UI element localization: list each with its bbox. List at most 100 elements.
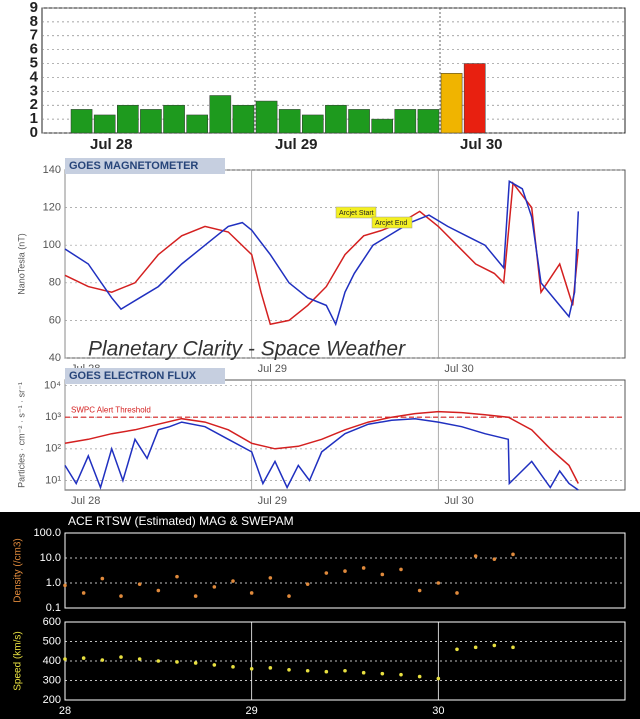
data-point [268,576,273,580]
y-axis-label: NanoTesla (nT) [16,233,26,295]
data-point [212,585,217,589]
data-point [81,656,86,660]
data-point [343,668,347,673]
data-point [343,569,347,573]
x-tick-label: 30 [432,705,444,717]
y-axis-label: Particles · cm⁻² · s⁻¹ · sr⁻¹ [16,382,26,488]
y-tick-label: 3 [30,82,38,99]
data-point [417,588,422,593]
bar [255,100,278,134]
y-tick-label: 200 [43,694,61,706]
data-point [63,583,67,588]
data-point [473,645,478,650]
bar [186,114,208,134]
bar [394,109,417,134]
data-point [156,659,161,663]
y-tick-label: 7 [30,27,38,44]
y-tick-label: 140 [43,164,61,176]
data-point [380,671,385,676]
bar [278,109,301,134]
y-tick-label: 10¹ [45,474,61,486]
data-point [417,674,422,679]
y-tick-label: 2 [30,96,38,113]
x-tick-label: 28 [59,705,71,717]
y-tick-label: 10³ [45,411,61,423]
bar [232,104,255,134]
data-point [492,643,497,648]
bar [440,73,463,134]
data-point [119,594,123,598]
data-point [511,552,515,557]
data-point [100,576,105,581]
data-point [305,668,310,673]
data-point [137,582,142,586]
series-line [64,180,580,327]
data-point [455,647,459,652]
x-tick-label: Jul 29 [275,136,318,153]
y-axis-label: Speed (km/s) [13,631,24,690]
y-tick-label: 9 [30,0,38,16]
x-tick-label: Jul 28 [90,136,133,153]
y-tick-label: 40 [49,352,61,364]
bar [93,114,116,134]
bar [302,114,324,134]
bar [371,118,393,134]
x-tick-label: Jul 28 [71,495,100,507]
x-tick-label: Jul 29 [258,495,287,507]
data-point [249,667,254,671]
x-tick-label: 29 [246,705,258,717]
y-tick-label: 1 [30,110,38,127]
bar [463,63,486,134]
data-point [436,676,441,681]
y-tick-label: 1.0 [46,577,61,589]
annotation: Arcjet End [375,220,407,227]
y-tick-label: 8 [30,13,38,30]
data-point [175,660,179,664]
data-point [193,594,198,598]
title-box [65,368,225,384]
bar [117,104,139,134]
y-tick-label: 6 [30,41,38,58]
data-point [287,594,291,598]
y-tick-label: 100 [43,239,61,251]
bar [325,104,347,134]
y-tick-label: 0 [30,124,38,141]
data-point [193,661,198,665]
data-point [361,566,366,570]
data-point [511,645,515,650]
y-tick-label: 10⁴ [44,379,61,391]
data-point [81,591,86,595]
data-point [268,666,273,670]
data-point [361,670,366,675]
data-point [399,567,403,572]
data-point [380,572,385,577]
data-point [100,658,105,662]
data-point [63,657,67,661]
annotation-box [371,216,413,229]
bar [163,104,185,134]
chart-title: GOES ELECTRON FLUX [69,370,197,382]
x-tick-label: Jul 30 [444,363,473,375]
bar [140,109,162,134]
y-tick-label: 4 [30,68,39,85]
data-point [399,672,403,677]
data-point [305,582,310,586]
x-tick-label: Jul 29 [258,363,287,375]
y-tick-label: 0.1 [46,602,61,614]
series-line [64,181,580,326]
data-point [492,557,497,561]
y-tick-label: 5 [30,55,38,72]
data-point [119,655,123,659]
bar [70,109,93,134]
series-line [64,417,579,491]
watermark: Planetary Clarity - Space Weather [88,338,406,361]
y-tick-label: 10.0 [40,552,61,564]
data-point [231,665,235,669]
x-tick-label: Jul 30 [460,136,503,153]
bar [417,109,440,134]
x-tick-label: Jul 30 [444,495,473,507]
data-point [473,554,478,558]
y-tick-label: 500 [43,635,61,647]
bar [348,109,370,134]
data-point [156,588,161,593]
